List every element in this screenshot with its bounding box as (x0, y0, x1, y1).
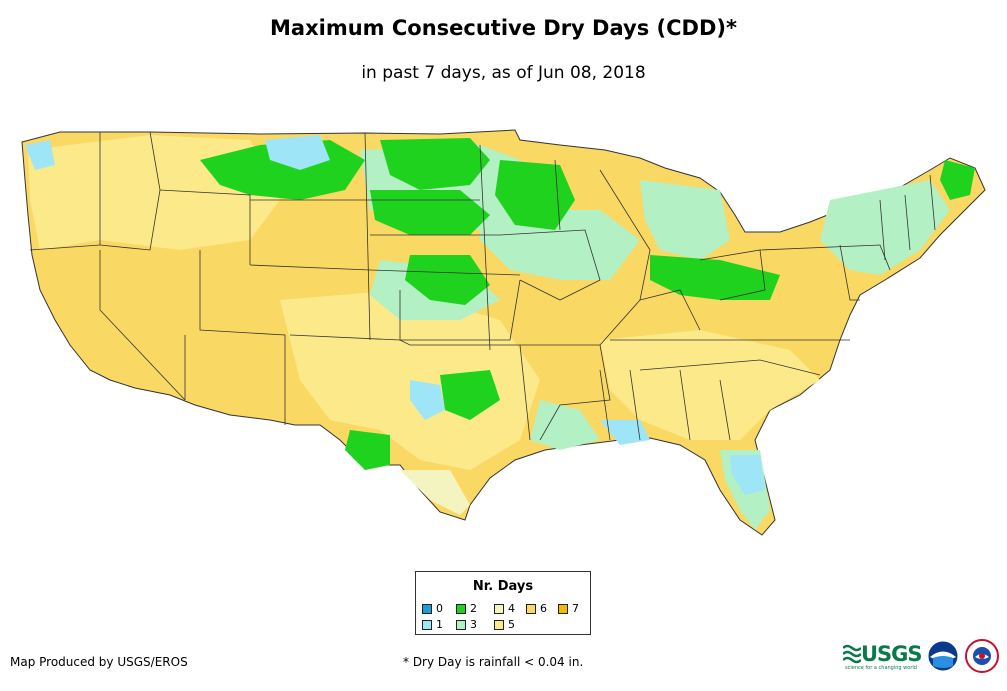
legend-item-1: 1 (422, 618, 443, 631)
usgs-logo-text: USGS (861, 642, 923, 666)
legend-label: 6 (540, 602, 547, 615)
legend-label: 0 (436, 602, 443, 615)
map-subtitle: in past 7 days, as of Jun 08, 2018 (361, 63, 646, 83)
map-credit: Map Produced by USGS/EROS (10, 655, 188, 669)
legend-swatch (494, 619, 504, 630)
legend-item-6: 6 (526, 602, 547, 615)
legend-item-5: 5 (494, 618, 515, 631)
zone-1-florida (730, 455, 765, 495)
legend-swatch (422, 619, 432, 630)
legend-label: 3 (470, 618, 477, 631)
legend-item-2: 2 (456, 602, 477, 615)
legend-label: 7 (572, 602, 579, 615)
zone-5-southeast (600, 330, 820, 440)
zone-2-south-dakota (370, 190, 490, 235)
zone-2-maine (940, 160, 975, 200)
map-title: Maximum Consecutive Dry Days (CDD)* (270, 16, 737, 40)
legend-swatch (456, 619, 466, 630)
zone-1-montana (265, 135, 330, 170)
legend-item-7: 7 (558, 602, 579, 615)
zone-1-louisiana (600, 420, 650, 445)
zone-2-oklahoma (440, 370, 500, 420)
dry-day-footnote: * Dry Day is rainfall < 0.04 in. (403, 655, 584, 669)
zone-3-gulf (530, 400, 600, 450)
legend-item-0: 0 (422, 602, 443, 615)
zone-2-north-dakota (380, 138, 490, 190)
zone-3-northeast (820, 180, 950, 275)
zone-2-nebraska (405, 255, 490, 305)
zone-2-ohio-valley (650, 255, 780, 300)
legend-item-3: 3 (456, 618, 477, 631)
legend-swatch (526, 603, 536, 614)
legend-swatch (456, 603, 466, 614)
legend-title: Nr. Days (472, 579, 534, 594)
usgs-tagline: science for a changing world (845, 665, 917, 671)
legend-label: 2 (470, 602, 477, 615)
legend-label: 1 (436, 618, 443, 631)
zone-2-minnesota (495, 160, 575, 230)
zone-1-washington (25, 140, 55, 170)
zone-5-texas-south (400, 470, 470, 515)
legend-label: 4 (508, 602, 515, 615)
zone-2-texas-west (345, 430, 390, 470)
zone-1-texas (410, 380, 445, 420)
legend-item-4: 4 (494, 602, 515, 615)
legend-label: 5 (508, 618, 515, 631)
legend-swatch (558, 603, 568, 614)
legend: Nr. Days 0 1 2 3 4 5 6 7 (415, 571, 591, 635)
zone-3-upper-midwest (480, 210, 640, 280)
agency-logos: USGS science for a changing world (843, 638, 1003, 674)
zone-3-michigan (640, 180, 730, 260)
state-borders (29, 131, 936, 441)
legend-swatch (494, 603, 504, 614)
legend-swatch (422, 603, 432, 614)
